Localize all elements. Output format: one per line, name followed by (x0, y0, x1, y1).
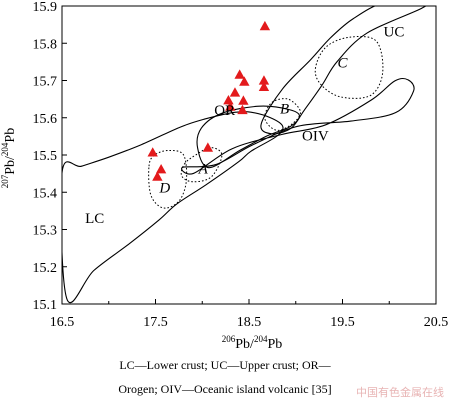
plot-frame (61, 5, 437, 305)
y-tick-label: 15.5 (33, 149, 58, 164)
data-point (225, 101, 236, 111)
field-boundaries (62, 6, 427, 304)
data-point (259, 20, 271, 31)
data-point (239, 76, 250, 86)
y-axis-label: 207Pb/204Pb (0, 128, 18, 188)
y-tick-label: 15.8 (33, 37, 58, 52)
figure-caption-line2: Orogen; OIV—Oceanic island volcanic [35] (118, 382, 332, 396)
figure-caption-line1: LC—Lower crust; UC—Upper crust; OR— (119, 358, 331, 372)
field-boundary-c (314, 35, 384, 99)
y-tick-label: 15.4 (33, 186, 58, 201)
field-label-b: B (280, 101, 289, 117)
data-points (147, 20, 271, 181)
data-point (258, 75, 270, 85)
y-tick-label: 15.3 (33, 224, 58, 239)
field-boundary-oiv (181, 77, 415, 175)
y-tick-label: 15.1 (33, 298, 58, 313)
data-point (223, 95, 234, 105)
field-label-or: OR (214, 103, 235, 119)
data-point (147, 147, 158, 157)
data-point (202, 142, 214, 152)
watermark-text: 中国有色金属在线 (356, 386, 444, 399)
data-point (237, 104, 248, 115)
field-labels: UC C OR B OIV A D LC (85, 25, 404, 228)
x-tick-label: 18.5 (237, 315, 262, 330)
field-boundary-a (180, 147, 223, 183)
field-label-lc: LC (85, 211, 104, 227)
data-point (229, 87, 241, 97)
field-label-d: D (158, 180, 170, 196)
x-axis: 16.5 17.5 18.5 19.5 20.5 (50, 299, 449, 330)
field-boundary-d (148, 149, 188, 209)
data-point (258, 81, 270, 91)
y-tick-label: 15.2 (33, 261, 58, 276)
x-tick-label: 19.5 (330, 315, 355, 330)
data-point (238, 95, 249, 105)
field-boundary-uc (260, 6, 427, 135)
field-label-a: A (198, 162, 209, 178)
y-tick-label: 15.9 (33, 0, 58, 15)
data-point (155, 163, 167, 174)
x-tick-label: 16.5 (50, 315, 75, 330)
y-tick-label: 15.6 (33, 112, 58, 127)
data-point (152, 171, 163, 181)
field-label-c: C (337, 55, 348, 71)
data-point (234, 69, 245, 79)
y-tick-label: 15.7 (33, 75, 58, 90)
y-axis: 15.1 15.2 15.3 15.4 15.5 15.6 15.7 15.8 15.9 (33, 0, 67, 313)
field-boundary-lc (62, 111, 284, 304)
x-tick-label: 17.5 (143, 315, 168, 330)
x-tick-label: 20.5 (424, 315, 449, 330)
x-axis-label: 206Pb/204Pb (222, 334, 282, 352)
field-label-uc: UC (384, 25, 405, 41)
field-label-oiv: OIV (302, 128, 329, 144)
